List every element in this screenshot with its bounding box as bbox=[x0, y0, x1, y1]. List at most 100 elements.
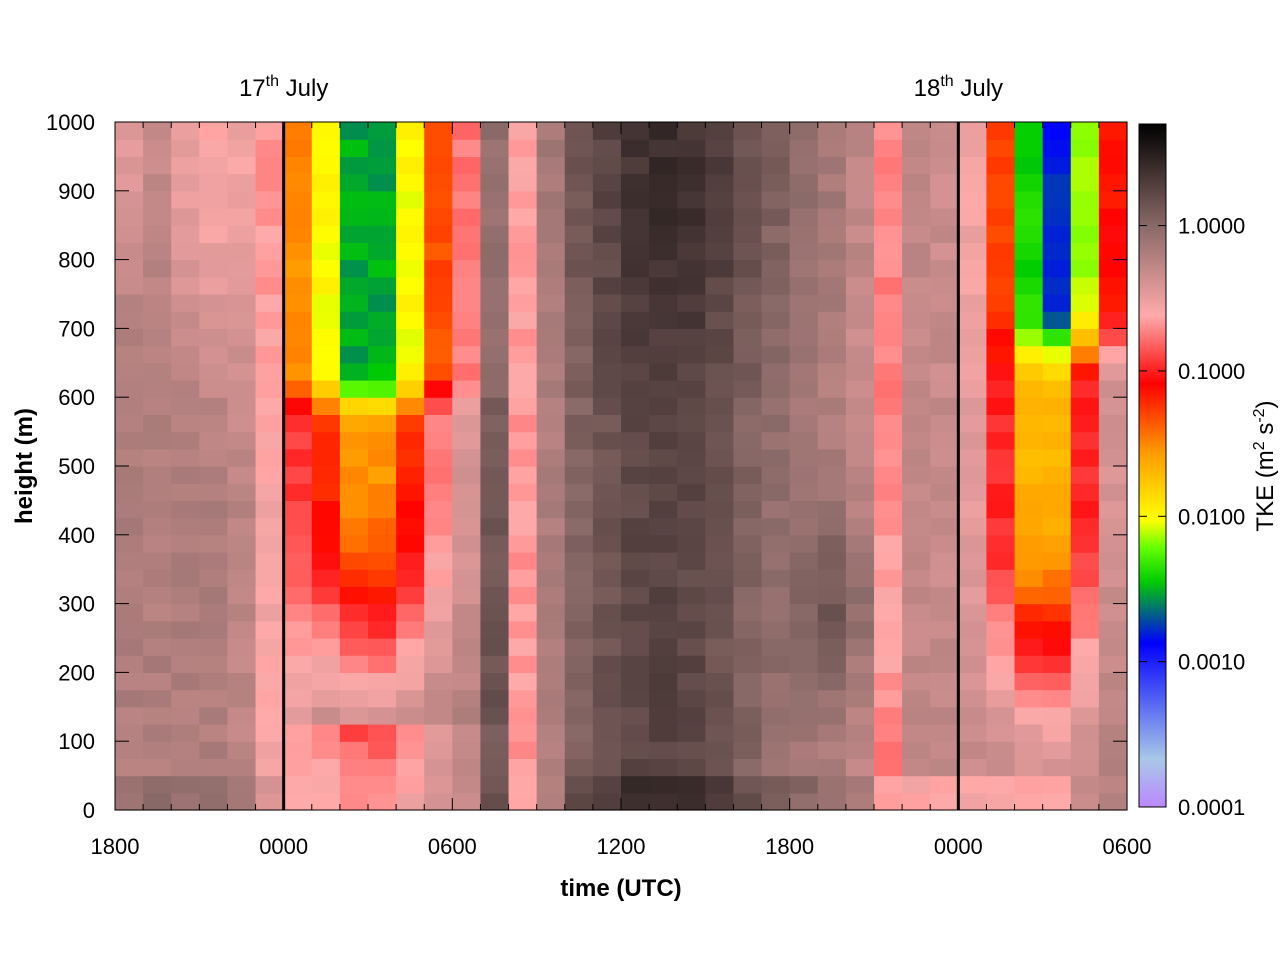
heatmap-cell bbox=[705, 741, 735, 759]
heatmap-cell bbox=[705, 672, 735, 691]
heatmap-cell bbox=[452, 225, 482, 243]
heatmap-cell bbox=[396, 689, 425, 708]
heatmap-cell bbox=[649, 190, 678, 209]
heatmap-cell bbox=[508, 792, 538, 811]
heatmap-cell bbox=[986, 362, 1016, 381]
heatmap-cell bbox=[902, 362, 931, 381]
heatmap-cell bbox=[1070, 156, 1100, 175]
heatmap-cell bbox=[339, 345, 369, 364]
heatmap-cell bbox=[874, 122, 903, 140]
heatmap-cell bbox=[143, 294, 172, 312]
heatmap-cell bbox=[339, 620, 369, 639]
heatmap-cell bbox=[902, 225, 931, 243]
heatmap-cell bbox=[761, 500, 791, 519]
heatmap-cell bbox=[115, 362, 144, 381]
colorbar-title-mid: s bbox=[1252, 423, 1279, 442]
heatmap-cell bbox=[368, 190, 397, 209]
heatmap-cell bbox=[817, 190, 847, 209]
heatmap-cell bbox=[986, 276, 1016, 295]
heatmap-cell bbox=[986, 311, 1016, 329]
heatmap-cell bbox=[424, 552, 453, 570]
heatmap-cell bbox=[452, 534, 482, 553]
heatmap-cell bbox=[339, 208, 369, 226]
heatmap-cell bbox=[227, 362, 257, 381]
heatmap-cell bbox=[396, 483, 425, 501]
heatmap-cell bbox=[424, 345, 453, 364]
heatmap-cell bbox=[199, 328, 229, 347]
heatmap-cell bbox=[311, 569, 341, 587]
heatmap-cell bbox=[845, 448, 875, 467]
heatmap-cell bbox=[339, 569, 369, 587]
heatmap-cell bbox=[592, 741, 622, 759]
heatmap-cell bbox=[480, 741, 510, 759]
heatmap-cell bbox=[761, 552, 791, 570]
heatmap-cell bbox=[508, 534, 538, 553]
heatmap-cell bbox=[171, 517, 200, 536]
heatmap-cell bbox=[986, 208, 1016, 226]
heatmap-cell bbox=[845, 689, 875, 708]
heatmap-cell bbox=[986, 173, 1016, 192]
heatmap-cell bbox=[227, 586, 257, 605]
heatmap-cell bbox=[255, 448, 285, 467]
heatmap-cell bbox=[1014, 706, 1044, 725]
heatmap-cell bbox=[480, 792, 510, 811]
heatmap-cell bbox=[508, 741, 538, 759]
heatmap-cell bbox=[480, 448, 510, 467]
heatmap-cell bbox=[733, 534, 763, 553]
heatmap-cell bbox=[339, 414, 369, 433]
heatmap-cell bbox=[508, 345, 538, 364]
day-label-day: 17 bbox=[239, 75, 266, 102]
heatmap-cell bbox=[227, 741, 257, 759]
heatmap-cell bbox=[396, 362, 425, 381]
heatmap-cell bbox=[564, 156, 594, 175]
heatmap-cell bbox=[705, 706, 735, 725]
heatmap-cell bbox=[705, 431, 735, 450]
heatmap-cell bbox=[649, 311, 678, 329]
heatmap-cell bbox=[480, 569, 510, 587]
heatmap-cell bbox=[227, 483, 257, 501]
heatmap-cell bbox=[930, 534, 959, 553]
heatmap-cell bbox=[339, 500, 369, 519]
heatmap-cell bbox=[592, 208, 622, 226]
heatmap-cell bbox=[199, 603, 229, 622]
heatmap-cell bbox=[255, 552, 285, 570]
heatmap-cell bbox=[227, 139, 257, 157]
heatmap-cell bbox=[874, 466, 903, 484]
heatmap-cell bbox=[452, 294, 482, 312]
heatmap-cell bbox=[705, 552, 735, 570]
heatmap-cell bbox=[171, 706, 200, 725]
heatmap-cell bbox=[536, 534, 566, 553]
y-tick-label: 600 bbox=[58, 385, 95, 410]
heatmap-cell bbox=[845, 139, 875, 157]
heatmap-cell bbox=[930, 345, 959, 364]
heatmap-cell bbox=[761, 173, 791, 192]
heatmap-cell bbox=[649, 173, 678, 192]
heatmap-cell bbox=[845, 156, 875, 175]
heatmap-cell bbox=[958, 156, 988, 175]
heatmap-cell bbox=[761, 741, 791, 759]
heatmap-cell bbox=[592, 603, 622, 622]
heatmap-cell bbox=[1070, 758, 1100, 777]
heatmap-cell bbox=[845, 173, 875, 192]
heatmap-cell bbox=[171, 190, 200, 209]
heatmap-cell bbox=[705, 758, 735, 777]
heatmap-cell bbox=[311, 706, 341, 725]
heatmap-cell bbox=[480, 122, 510, 140]
heatmap-cell bbox=[368, 517, 397, 536]
colorbar-tick-label: 1.0000 bbox=[1178, 214, 1245, 239]
heatmap-cell bbox=[564, 603, 594, 622]
heatmap-cell bbox=[283, 552, 313, 570]
heatmap-cell bbox=[986, 724, 1016, 742]
heatmap-cell bbox=[508, 225, 538, 243]
heatmap-cell bbox=[339, 259, 369, 278]
heatmap-cell bbox=[733, 569, 763, 587]
heatmap-cell bbox=[733, 689, 763, 708]
heatmap-cell bbox=[536, 569, 566, 587]
heatmap-cell bbox=[452, 414, 482, 433]
heatmap-cell bbox=[677, 397, 706, 415]
heatmap-cell bbox=[789, 414, 819, 433]
heatmap-cell bbox=[1070, 345, 1100, 364]
heatmap-cell bbox=[1042, 173, 1072, 192]
heatmap-cell bbox=[1070, 741, 1100, 759]
heatmap-cell bbox=[649, 517, 678, 536]
